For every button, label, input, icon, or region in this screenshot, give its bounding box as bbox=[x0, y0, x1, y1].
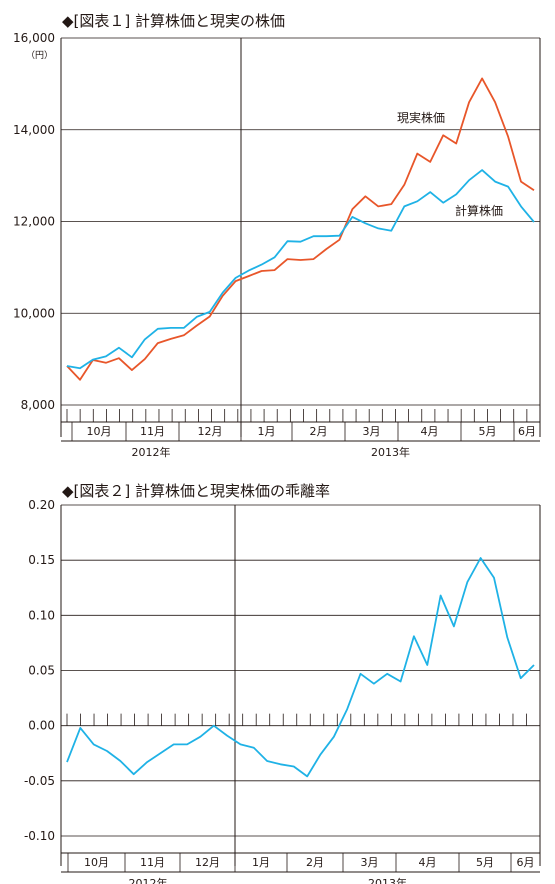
chart2-month-label: 12月 bbox=[195, 856, 220, 869]
chart2-ytick-label: 0.10 bbox=[28, 608, 55, 622]
chart1-series-label-calculated: 計算株価 bbox=[455, 203, 503, 218]
chart2-year-label: 2012年 bbox=[129, 876, 168, 884]
chart1-series-label-actual: 現実株価 bbox=[397, 110, 445, 125]
chart1-month-label: 1月 bbox=[258, 425, 276, 438]
chart2-ytick-label: 0.05 bbox=[28, 664, 55, 678]
chart1-ytick-label: 16,000 bbox=[13, 31, 55, 45]
chart1-year-label: 2013年 bbox=[371, 445, 410, 459]
chart2-series-line-1 bbox=[66, 557, 535, 778]
chart1-month-label: 2月 bbox=[310, 425, 328, 438]
chart1-month-label: 12月 bbox=[198, 425, 223, 438]
chart2-ytick-label: -0.10 bbox=[24, 829, 55, 843]
chart1-unit-label: （円） bbox=[26, 50, 53, 61]
chart1-month-label: 10月 bbox=[87, 425, 112, 438]
chart2-ytick-label: 0.20 bbox=[28, 498, 55, 512]
chart1-month-label: 4月 bbox=[421, 425, 439, 438]
chart2-month-label: 6月 bbox=[517, 856, 535, 869]
chart2-month-label: 3月 bbox=[361, 856, 379, 869]
chart2-month-label: 4月 bbox=[419, 856, 437, 869]
chart1-month-label: 11月 bbox=[140, 425, 165, 438]
chart2-month-label: 5月 bbox=[476, 856, 494, 869]
chart2-ytick-label: -0.05 bbox=[24, 774, 55, 788]
chart1-ytick-label: 10,000 bbox=[13, 306, 55, 320]
chart2-month-label: 2月 bbox=[306, 856, 324, 869]
chart1-ytick-label: 8,000 bbox=[21, 398, 55, 412]
chart1-month-label: 3月 bbox=[363, 425, 381, 438]
chart1-title: ◆[図表１] 計算株価と現実の株価 bbox=[62, 12, 286, 30]
chart2-ytick-label: 0.15 bbox=[28, 553, 55, 567]
chart2-month-label: 1月 bbox=[252, 856, 270, 869]
chart1-ytick-label: 12,000 bbox=[13, 215, 55, 229]
chart2-ytick-label: 0.00 bbox=[28, 719, 55, 733]
chart1-year-label: 2012年 bbox=[132, 445, 171, 459]
chart2-title: ◆[図表２] 計算株価と現実株価の乖離率 bbox=[62, 482, 331, 500]
chart1-month-label: 5月 bbox=[479, 425, 497, 438]
chart1-series-line-1 bbox=[66, 77, 535, 381]
chart2-month-label: 11月 bbox=[140, 856, 165, 869]
chart1-month-label: 6月 bbox=[518, 425, 536, 438]
chart2-month-label: 10月 bbox=[84, 856, 109, 869]
chart1-ytick-label: 14,000 bbox=[13, 123, 55, 137]
chart2-year-label: 2013年 bbox=[368, 876, 407, 884]
chart1-series-line-2 bbox=[66, 169, 535, 370]
